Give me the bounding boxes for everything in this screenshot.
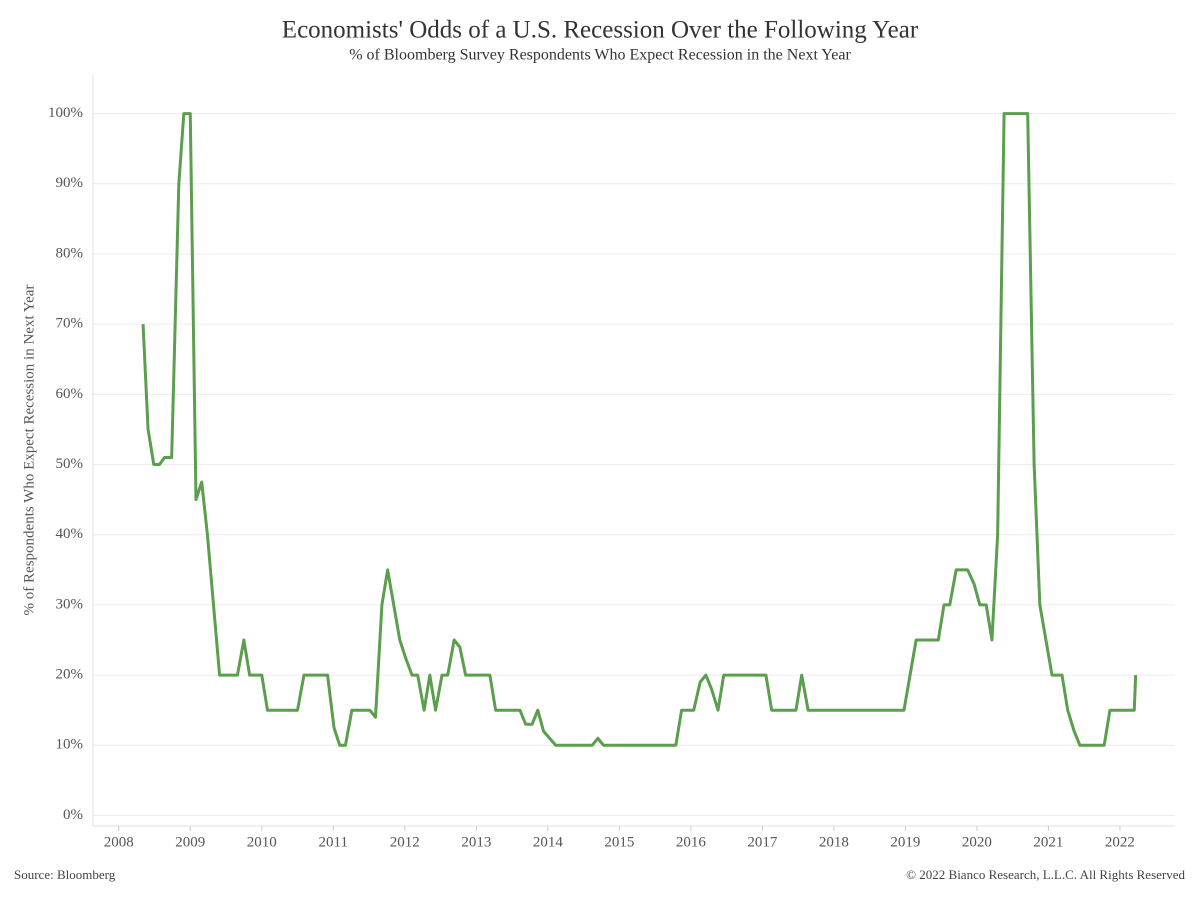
x-tick-label: 2022 xyxy=(1105,834,1135,850)
y-tick-label: 70% xyxy=(56,316,84,332)
y-tick-label: 20% xyxy=(56,667,84,683)
source-note: Source: Bloomberg xyxy=(14,867,116,882)
x-tick-label: 2013 xyxy=(461,834,491,850)
y-tick-label: 100% xyxy=(48,105,83,121)
y-tick-label: 0% xyxy=(63,807,83,823)
x-tick-label: 2014 xyxy=(533,834,564,850)
x-tick-label: 2012 xyxy=(390,834,420,850)
x-tick-label: 2016 xyxy=(676,834,707,850)
y-tick-label: 50% xyxy=(56,456,84,472)
chart-title: Economists' Odds of a U.S. Recession Ove… xyxy=(282,17,919,44)
data-line xyxy=(141,112,1138,747)
chart-subtitle: % of Bloomberg Survey Respondents Who Ex… xyxy=(349,47,851,64)
x-tick-label: 2019 xyxy=(890,834,920,850)
x-tick-label: 2020 xyxy=(962,834,992,850)
y-tick-label: 80% xyxy=(56,245,84,261)
copyright-note: © 2022 Bianco Research, L.L.C. All Right… xyxy=(906,867,1185,882)
y-axis-label: % of Respondents Who Expect Recession in… xyxy=(21,285,37,616)
y-tick-label: 30% xyxy=(56,596,84,612)
x-tick-label: 2021 xyxy=(1033,834,1063,850)
x-tick-label: 2010 xyxy=(247,834,277,850)
y-tick-label: 90% xyxy=(56,175,84,191)
x-tick-label: 2008 xyxy=(104,834,134,850)
x-tick-label: 2017 xyxy=(747,834,778,850)
y-tick-label: 10% xyxy=(56,737,84,753)
x-tick-label: 2011 xyxy=(319,834,348,850)
y-tick-label: 60% xyxy=(56,386,84,402)
x-tick-label: 2018 xyxy=(819,834,849,850)
x-tick-label: 2009 xyxy=(175,834,205,850)
y-tick-label: 40% xyxy=(56,526,84,542)
x-tick-label: 2015 xyxy=(604,834,634,850)
